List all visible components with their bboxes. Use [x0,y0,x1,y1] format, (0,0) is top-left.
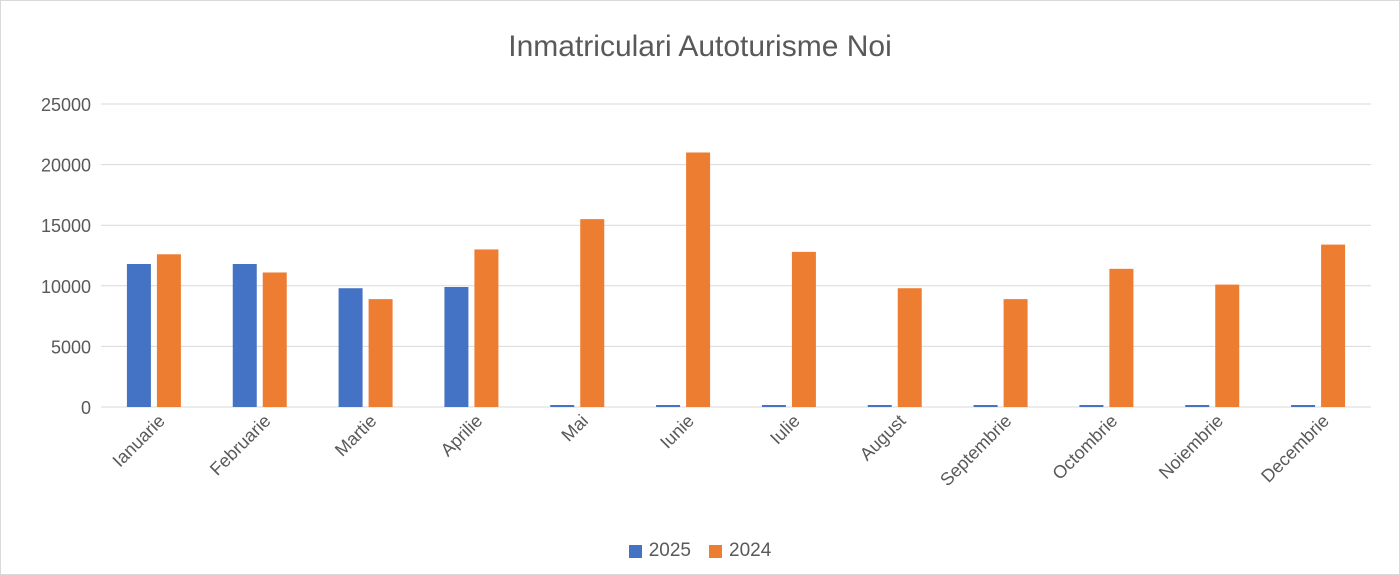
bar-2025-Octombrie [1079,405,1104,407]
bar-2025-Martie [338,288,363,407]
x-tick-label: Mai [557,411,592,446]
x-tick-label: Martie [331,411,381,461]
bar-2024-Aprilie [474,249,499,407]
y-tick-label: 20000 [41,156,91,176]
x-tick-label: Iunie [656,411,698,453]
bar-2024-Noiembrie [1215,284,1240,407]
bar-2024-Mai [580,219,605,407]
bar-2025-Iulie [761,405,786,407]
bar-2025-Iunie [656,405,681,407]
legend-label-series-2: 2024 [729,540,772,561]
bar-2024-Ianuarie [156,254,181,407]
legend: 2025 2024 [0,540,1400,562]
bar-2025-August [867,405,892,407]
y-tick-label: 10000 [41,277,91,297]
y-tick-label: 0 [81,398,91,418]
legend-item-series-2: 2024 [709,540,771,562]
x-tick-label: Decembrie [1257,411,1333,487]
bar-2025-Aprilie [444,287,469,407]
x-tick-label: Octombrie [1048,411,1121,484]
y-tick-label: 25000 [41,95,91,115]
x-tick-label: August [856,411,910,465]
x-tick-label: Aprilie [437,411,487,461]
x-tick-label: Ianuarie [109,411,169,471]
bar-2025-Mai [550,405,575,407]
legend-item-series-1: 2025 [628,540,691,562]
bar-2024-Septembrie [1003,299,1028,407]
legend-label-series-1: 2025 [648,540,691,561]
bar-2025-Februarie [232,263,257,407]
x-axis-tick-labels: Ianuarie Februarie Martie Aprilie Mai Iunie Iu… [109,411,1333,490]
bar-2024-Octombrie [1109,268,1134,407]
bar-2024-Februarie [262,272,287,407]
bar-2025-Decembrie [1291,405,1316,407]
bar-2025-Ianuarie [126,263,151,407]
bar-2024-Iulie [791,251,816,407]
y-tick-label: 15000 [41,216,91,236]
x-tick-label: Februarie [206,411,275,480]
bar-2024-Martie [368,299,393,407]
bars [126,152,1346,407]
x-tick-label: Iulie [766,411,803,448]
bar-2024-Iunie [686,152,711,407]
legend-swatch-series-1 [628,544,642,558]
chart-title: Inmatriculari Autoturisme Noi [508,30,892,63]
bar-2024-Decembrie [1321,244,1346,407]
y-tick-label: 5000 [51,337,91,357]
gridlines [101,103,1371,408]
x-tick-label: Noiembrie [1155,411,1227,483]
x-tick-label: Septembrie [936,411,1015,490]
bar-2025-Septembrie [973,405,998,407]
bar-2025-Noiembrie [1185,405,1210,407]
y-axis-tick-labels: 0 5000 10000 15000 20000 25000 [41,95,91,418]
bar-2024-August [897,288,922,407]
legend-swatch-series-2 [709,544,722,558]
